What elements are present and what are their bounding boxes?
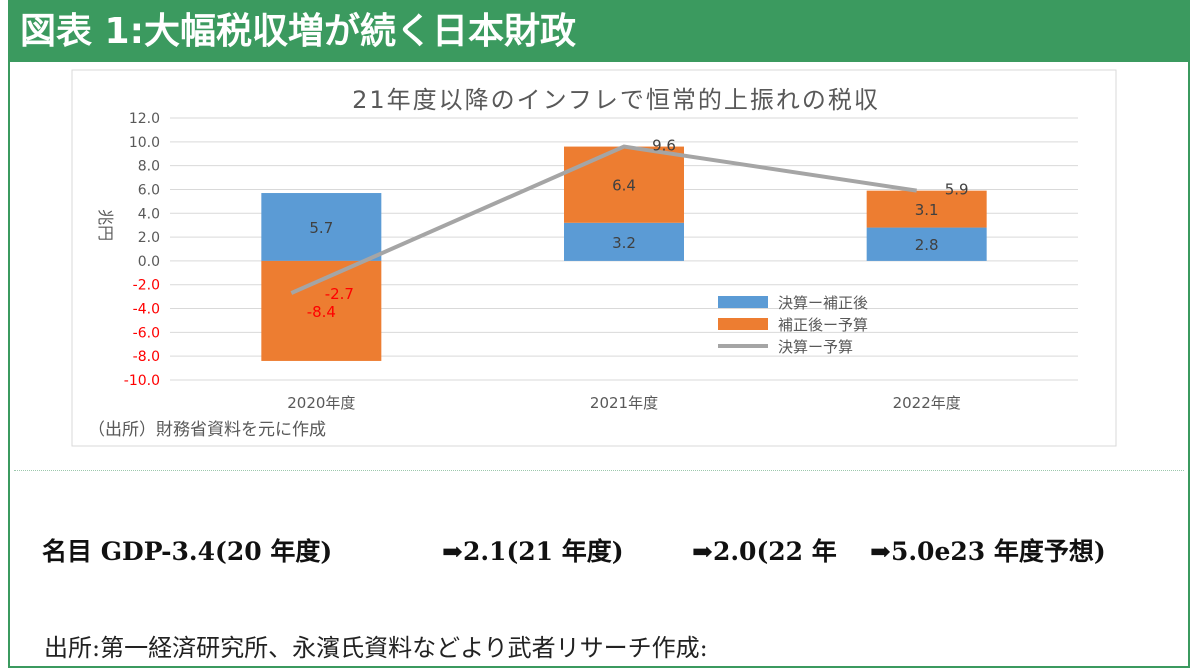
chart-title: 21年度以降のインフレで恒常的上振れの税収 [352,86,880,114]
gdp-2023: ➡5.0e23 年度予想) [870,537,1106,566]
chart-source-note: （出所）財務省資料を元に作成 [88,420,326,440]
data-label-orange: 6.4 [612,177,636,195]
data-label-orange: 3.1 [915,201,939,219]
footer-source: 出所:第一経済研究所、永濱氏資料などより武者リサーチ作成: [44,634,708,662]
legend-swatch [718,318,768,330]
y-tick-label: -10.0 [124,373,160,389]
y-tick-label: -2.0 [133,278,160,294]
chart: 21年度以降のインフレで恒常的上振れの税収 12.0 10.0 8.0 6.0 4.0 2.… [71,69,1117,447]
y-tick-label: 2.0 [138,230,160,246]
figure-frame: 図表 1:大幅税収増が続く日本財政 21年度以降のインフレで恒常的上振れの税収 1… [8,0,1190,668]
y-tick-label: 6.0 [138,182,160,198]
chart-border [71,69,1117,447]
gdp-2022: ➡2.0(22 年 [692,537,837,566]
legend-label: 補正後ー予算 [778,316,868,334]
bar-segment-orange [866,190,987,228]
y-tick-label: 10.0 [129,135,160,151]
bar-segment-blue [261,193,382,261]
divider [14,470,1184,471]
gdp-2020: 名目 GDP-3.4(20 年度) [42,537,333,566]
bar-segment-orange [564,146,684,223]
line-series-total [290,144,917,295]
data-label-line: -2.7 [325,285,354,303]
x-tick-label: 2022年度 [893,394,961,412]
legend-label: 決算ー補正後 [778,294,868,312]
legend-swatch [718,296,768,308]
bar-segment-orange [261,260,382,361]
y-axis-label: 兆円 [96,209,115,241]
y-tick-label: 4.0 [138,206,160,222]
data-label-orange: -8.4 [307,303,336,321]
y-tick-label: 0.0 [138,254,160,270]
legend-label: 決算ー予算 [778,338,853,356]
gdp-forecast-line: 名目 GDP-3.4(20 年度) ➡2.1(21 年度) ➡2.0(22 年 … [10,532,1188,572]
x-tick-label: 2020年度 [287,394,355,412]
data-label-line: 5.9 [945,181,969,199]
gdp-2021: ➡2.1(21 年度) [442,537,624,566]
data-label-line: 9.6 [652,137,676,155]
data-label-blue: 3.2 [612,234,636,252]
x-tick-label: 2021年度 [590,394,658,412]
data-label-blue: 5.7 [309,219,333,237]
y-tick-label: 12.0 [129,111,160,127]
bar-segment-blue [866,227,987,261]
y-tick-label: -8.0 [133,349,160,365]
bar-segment-blue [564,222,684,261]
data-label-blue: 2.8 [915,236,939,254]
figure-title: 図表 1:大幅税収増が続く日本財政 [10,2,1188,62]
y-tick-label: -4.0 [133,302,160,318]
y-tick-label: -6.0 [133,325,160,341]
y-tick-label: 8.0 [138,159,160,175]
